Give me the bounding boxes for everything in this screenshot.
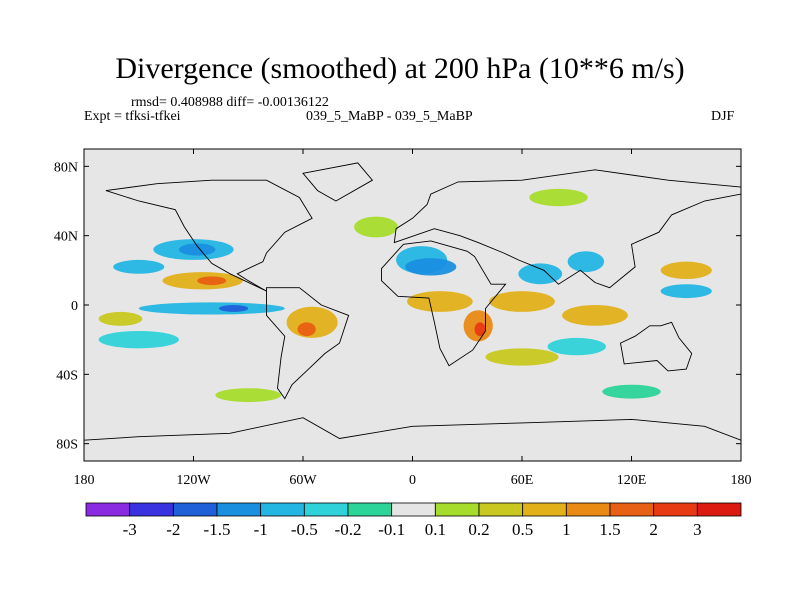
season-label: DJF — [711, 109, 735, 124]
x-tick-label: 120W — [176, 473, 211, 488]
chart-title: Divergence (smoothed) at 200 hPa (10**6 … — [115, 52, 685, 85]
coastline-north-america — [105, 179, 313, 292]
divergence-feature-orange-south-pacific — [98, 311, 143, 326]
colorbar-label: -2 — [166, 520, 180, 539]
colorbar-swatch — [260, 502, 305, 517]
divergence-feature-orange-north-pacific — [660, 261, 712, 280]
colorbar-label: 3 — [693, 520, 702, 539]
divergence-feature-blue-west-pacific — [660, 284, 712, 299]
x-tick-label: 180 — [731, 473, 752, 488]
colorbar-label: 0.1 — [425, 520, 446, 539]
divergence-feature-red-core-east-africa — [474, 322, 486, 337]
colorbar-label: -1.5 — [204, 520, 231, 539]
divergence-feature-blue-band-north-pacific-west — [113, 259, 165, 274]
divergence-field — [98, 188, 712, 403]
divergence-feature-green-southern-ocean — [215, 388, 282, 403]
colorbar-label: 2 — [649, 520, 658, 539]
colorbar-label: 0.2 — [468, 520, 489, 539]
coastlines — [84, 162, 741, 441]
divergence-feature-blue-south-pacific — [98, 331, 179, 349]
coastline-africa — [381, 240, 507, 367]
colorbar-swatch — [696, 502, 742, 517]
rmsd-diff-label: rmsd= 0.408988 diff= -0.00136122 — [131, 95, 329, 110]
colorbar-swatch — [565, 502, 611, 517]
colorbar-label: 1 — [562, 520, 571, 539]
divergence-feature-red-core-amazon — [297, 322, 316, 337]
period-label: 039_5_MaBP - 039_5_MaBP — [306, 109, 473, 124]
divergence-feature-red-core-east-pacific — [197, 276, 227, 286]
divergence-feature-orange-south-asia — [489, 291, 555, 312]
colorbar-swatch — [85, 502, 131, 517]
divergence-feature-blue-core-north-pacific — [178, 243, 216, 256]
colorbar-swatch — [522, 502, 567, 517]
coastline-greenland — [302, 162, 374, 202]
colorbar-swatch — [391, 502, 436, 517]
x-tick-label: 60E — [511, 473, 534, 488]
coastline-australia — [619, 321, 693, 372]
colorbar-swatch — [434, 502, 480, 517]
x-tick-label: 60W — [289, 473, 317, 488]
divergence-feature-orange-north-africa — [407, 291, 473, 312]
colorbar-swatch — [172, 502, 218, 517]
coastline-south-america — [266, 287, 350, 400]
experiment-label: Expt = tfksi-tfkei — [84, 109, 181, 124]
colorbar-swatch — [129, 502, 174, 517]
colorbar: -3 -2 -1.5 -1 -0.5 -0.2 -0.1 0.1 0.2 0.5 1 1.5 2 3 — [85, 502, 742, 539]
divergence-feature-blue-asia-jet — [405, 258, 457, 276]
colorbar-swatch — [216, 502, 262, 517]
colorbar-label: -0.1 — [378, 520, 405, 539]
divergence-feature-blue-core-equatorial-pacific — [219, 305, 249, 312]
x-tick-label: 0 — [409, 473, 416, 488]
x-tick-label: 180 — [74, 473, 95, 488]
divergence-feature-blue-south-indian — [547, 337, 606, 356]
x-tick-label: 120E — [617, 473, 647, 488]
colorbar-label: -3 — [123, 520, 137, 539]
y-tick-label: 40S — [56, 368, 78, 383]
divergence-feature-green-arctic-asia — [529, 188, 588, 207]
colorbar-label: -1 — [254, 520, 268, 539]
divergence-feature-blue-indian-ocean — [518, 263, 563, 285]
divergence-feature-green-south-indian — [485, 348, 559, 366]
divergence-feature-blue-east-asia — [567, 251, 605, 273]
colorbar-swatch — [653, 502, 698, 517]
colorbar-swatch — [609, 502, 655, 517]
colorbar-swatch — [347, 502, 393, 517]
coastline-antarctica — [84, 417, 741, 441]
y-tick-label: 0 — [71, 299, 78, 314]
coastline-eurasia — [393, 169, 741, 289]
colorbar-label: 0.5 — [512, 520, 533, 539]
colorbar-swatch — [478, 502, 524, 517]
colorbar-label: -0.5 — [291, 520, 318, 539]
axes: 80N 40N 0 40S 80S 180 120W 60W 0 60E 120E 180 — [54, 149, 752, 488]
y-tick-label: 80S — [56, 438, 78, 453]
colorbar-label: 1.5 — [599, 520, 620, 539]
divergence-feature-blue-band-equatorial-pacific — [138, 302, 285, 315]
divergence-feature-orange-maritime-continent — [562, 305, 628, 326]
y-tick-label: 40N — [54, 230, 78, 245]
colorbar-swatch — [303, 502, 349, 517]
colorbar-label: -0.2 — [335, 520, 362, 539]
y-tick-label: 80N — [54, 160, 78, 175]
divergence-feature-cyan-southern-ocean-east — [602, 384, 661, 399]
divergence-feature-green-north-atlantic — [354, 216, 398, 238]
